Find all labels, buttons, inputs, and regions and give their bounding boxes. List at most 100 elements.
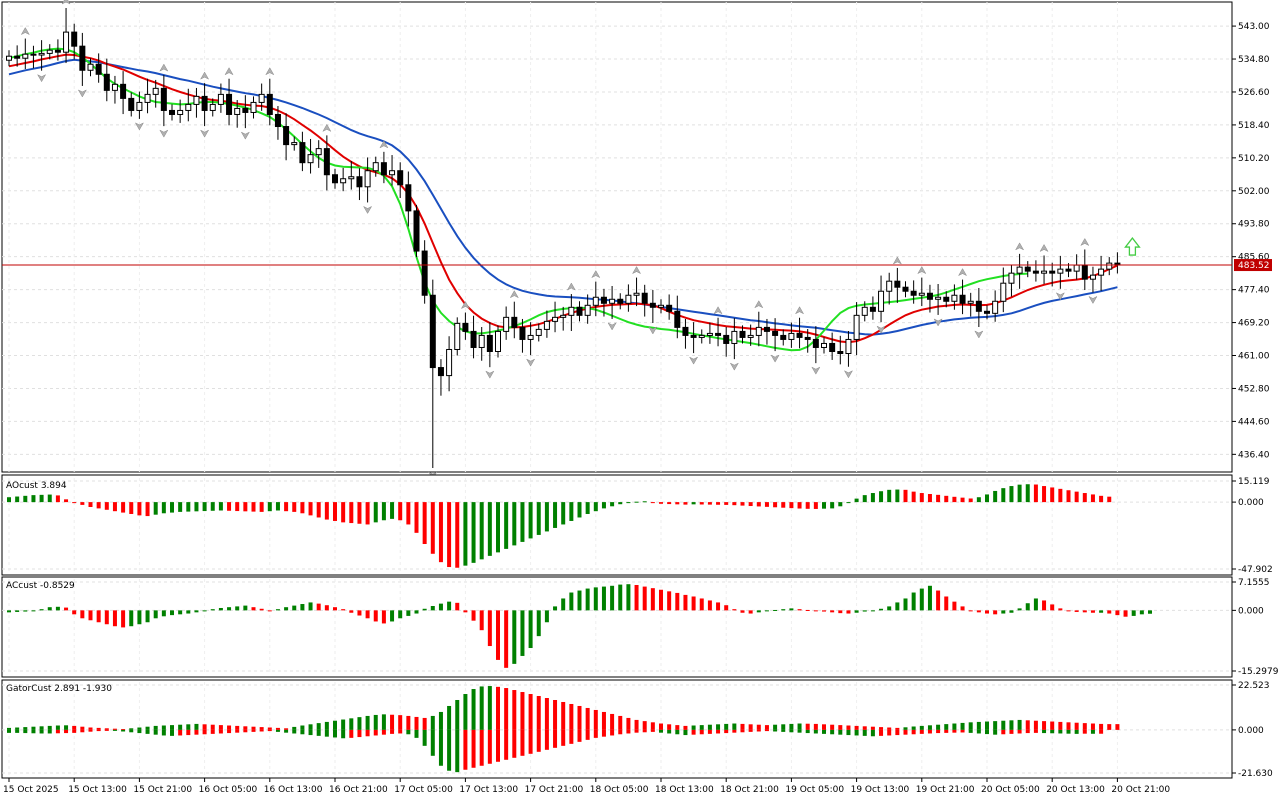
candle-body — [478, 334, 485, 348]
histogram-bar — [194, 502, 199, 512]
histogram-bar — [487, 610, 492, 647]
gator-lower-bar — [1033, 729, 1038, 733]
gator-upper-bar — [642, 721, 647, 730]
histogram-bar — [463, 610, 468, 613]
gator-lower-bar — [64, 729, 69, 734]
candle-body — [926, 292, 933, 300]
candle-body — [152, 87, 159, 95]
gator-lower-bar — [773, 729, 778, 732]
histogram-bar — [968, 498, 973, 503]
gator-lower-bar — [813, 729, 818, 734]
histogram-bar — [732, 502, 737, 506]
ac-indicator-panel[interactable]: ACcust -0.8529 7.1555 0.000 -15.2979 — [1, 576, 1279, 678]
gator-lower-bar — [235, 729, 240, 733]
candle-body — [193, 95, 200, 105]
gator-lower-bar — [381, 729, 386, 735]
fractal-down-icon — [362, 205, 373, 214]
gator-lower-bar — [1082, 729, 1087, 734]
histogram-bar — [927, 585, 932, 611]
price-tick-label: 452.80 — [1238, 384, 1270, 394]
histogram-bar — [267, 502, 272, 512]
gator-upper-bar — [430, 715, 435, 730]
candle-body — [731, 330, 738, 344]
price-tick-label: 461.00 — [1238, 352, 1270, 362]
fractal-down-icon — [974, 330, 984, 339]
histogram-bar — [879, 491, 884, 503]
gator-upper-bar — [414, 716, 419, 730]
gator-indicator-panel[interactable]: GatorCust 2.891 -1.930 22.523 0.000 -21.63… — [1, 679, 1273, 779]
scale-tick-label: -47.902 — [1238, 565, 1273, 575]
histogram-bar — [862, 610, 867, 612]
gator-lower-bar — [544, 729, 549, 750]
histogram-bar — [112, 502, 117, 512]
histogram-bar — [137, 610, 142, 625]
histogram-bar — [577, 590, 582, 611]
candle-body — [625, 294, 632, 304]
candle-body — [1073, 264, 1080, 272]
histogram-bar — [838, 610, 843, 614]
histogram-bar — [626, 584, 631, 611]
gator-upper-bar — [1090, 723, 1095, 730]
time-tick-label: 15 Oct 2025 — [3, 785, 59, 795]
buy-signal-arrow-icon — [1124, 236, 1141, 256]
histogram-bar — [308, 502, 313, 516]
price-scale[interactable]: 543.00 534.80 526.60 518.40 510.20 502.00 493.… — [1232, 22, 1270, 460]
histogram-bar — [805, 502, 810, 509]
histogram-bar — [390, 610, 395, 622]
candle-body — [242, 107, 249, 113]
candle-body — [617, 298, 624, 304]
candle-body — [869, 306, 876, 312]
gator-lower-bar — [170, 729, 174, 736]
candle-body — [95, 63, 102, 75]
gator-lower-bar — [178, 729, 183, 736]
histogram-bar — [789, 608, 794, 611]
candle-body — [780, 334, 787, 340]
gator-upper-bar — [854, 725, 859, 730]
gator-upper-bar — [691, 725, 696, 730]
histogram-bar — [47, 494, 52, 503]
current-price-label: 483.52 — [1238, 261, 1270, 271]
histogram-bar — [243, 605, 248, 611]
time-axis[interactable]: 15 Oct 2025 15 Oct 13:00 15 Oct 21:00 16 Oc… — [3, 778, 1170, 795]
histogram-bar — [381, 502, 386, 521]
histogram-bar — [145, 610, 150, 623]
gator-lower-bar — [553, 729, 558, 748]
histogram-bar — [186, 610, 191, 614]
histogram-bar — [1090, 494, 1095, 503]
histogram-bar — [659, 502, 663, 504]
gator-lower-bar — [601, 729, 606, 737]
histogram-bar — [31, 495, 36, 503]
histogram-bar — [487, 502, 492, 556]
candle-body — [14, 55, 21, 59]
gator-lower-bar — [724, 729, 729, 734]
gator-lower-bar — [1017, 729, 1022, 734]
gator-upper-bar — [1074, 722, 1079, 730]
candle-body — [136, 101, 143, 111]
histogram-bar — [936, 590, 941, 611]
gator-upper-bar — [667, 724, 672, 730]
histogram-bar — [210, 502, 215, 511]
gator-lower-bar — [626, 729, 631, 734]
histogram-bar — [944, 495, 949, 503]
ao-indicator-panel[interactable]: AOcust 3.894 15.119 0.000 -47.902 — [1, 474, 1273, 576]
candle-body — [234, 107, 241, 115]
histogram-bar — [471, 502, 476, 563]
fractal-down-icon — [688, 356, 699, 365]
gator-upper-bar — [178, 724, 183, 730]
histogram-bar — [593, 502, 598, 512]
candle-body — [723, 334, 730, 344]
candle-body — [812, 338, 819, 348]
candle-body — [421, 250, 428, 296]
histogram-bar — [438, 502, 443, 563]
main-price-panel[interactable]: 543.00 534.80 526.60 518.40 510.20 502.00 493.… — [1, 0, 1272, 480]
histogram-bar — [748, 502, 753, 507]
gator-lower-bar — [797, 729, 802, 733]
histogram-bar — [1066, 610, 1071, 612]
histogram-bar — [536, 502, 541, 535]
gator-upper-bar — [813, 723, 818, 730]
gator-lower-bar — [31, 729, 36, 734]
candle-body — [666, 304, 673, 312]
histogram-bar — [634, 584, 639, 611]
histogram-bar — [80, 610, 85, 619]
